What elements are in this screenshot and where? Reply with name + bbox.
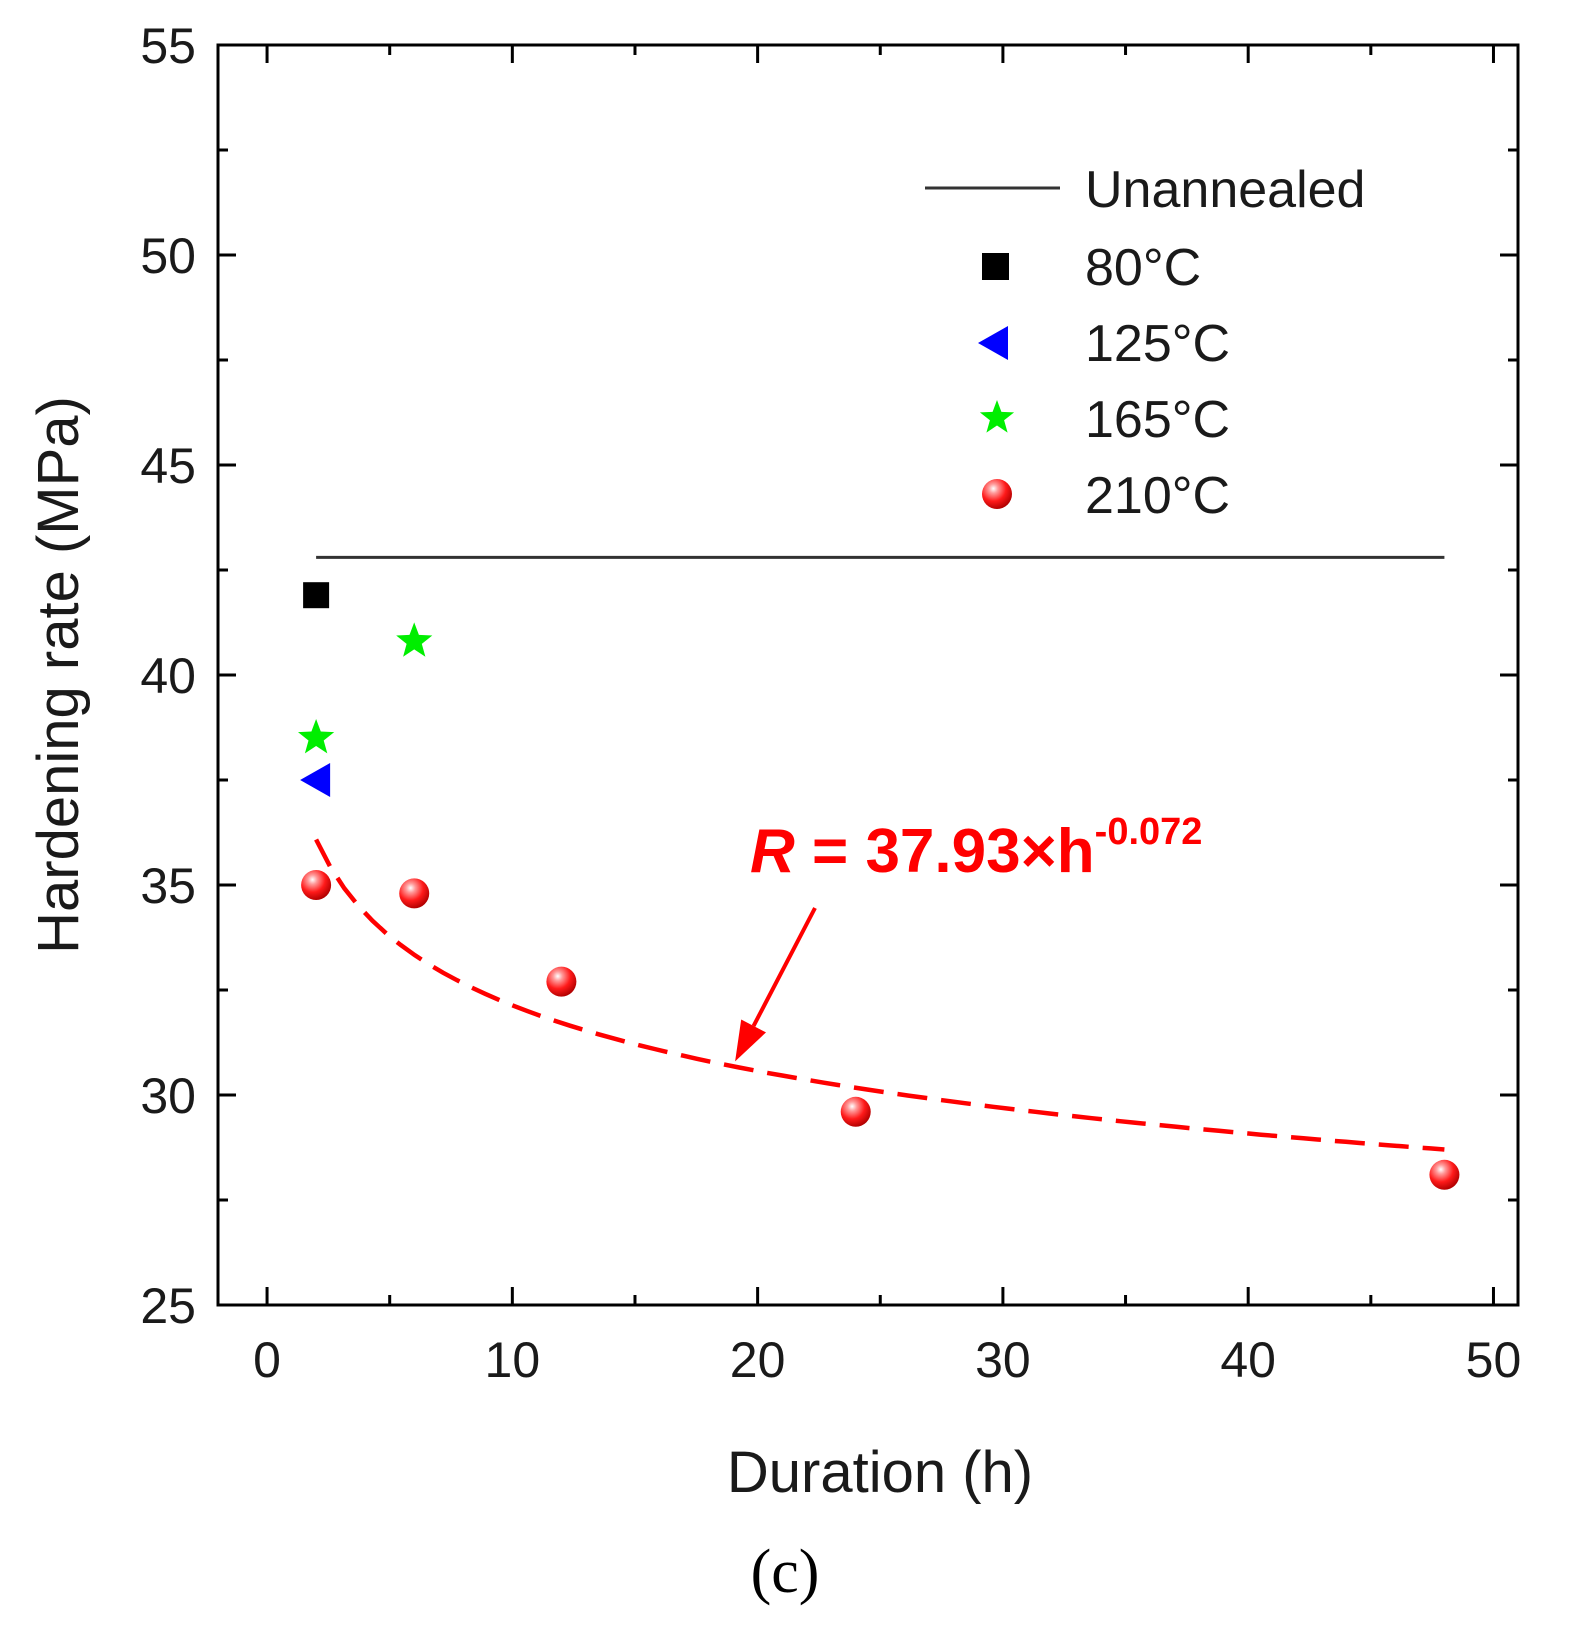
legend-marker-210c xyxy=(982,479,1012,509)
y-tick-label: 35 xyxy=(140,858,196,914)
marker-165c xyxy=(396,622,433,657)
y-axis-ticks xyxy=(218,43,1518,1307)
legend-marker-165c xyxy=(979,400,1015,433)
marker-125c xyxy=(300,763,331,797)
marker-210c xyxy=(301,870,332,900)
x-axis-title: Duration (h) xyxy=(727,1440,1033,1505)
legend-label-80c: 80°C xyxy=(1085,239,1201,297)
legend: Unannealed 80°C 125°C 165°C 210°C xyxy=(925,161,1365,525)
x-tick-label: 10 xyxy=(485,1332,541,1388)
x-tick-label: 0 xyxy=(253,1332,281,1388)
marker-210c xyxy=(546,966,577,997)
x-tick-label: 50 xyxy=(1466,1332,1522,1388)
x-tick-label: 20 xyxy=(730,1332,786,1388)
fit-equation-label: R = 37.93×h-0.072 xyxy=(750,811,1202,886)
legend-label-210c: 210°C xyxy=(1085,467,1230,525)
marker-210c xyxy=(840,1096,871,1127)
y-tick-label: 25 xyxy=(140,1278,196,1334)
fit-exponent: -0.072 xyxy=(1095,811,1203,853)
fit-r-symbol: R xyxy=(750,817,795,886)
legend-label-unannealed: Unannealed xyxy=(1085,161,1365,219)
legend-label-125c: 125°C xyxy=(1085,315,1230,373)
marker-210c xyxy=(399,878,430,909)
y-axis-title: Hardening rate (MPa) xyxy=(26,396,91,954)
y-tick-label: 50 xyxy=(140,228,196,284)
x-tick-labels: 0 10 20 30 40 50 xyxy=(253,1332,1521,1388)
x-tick-label: 30 xyxy=(975,1332,1031,1388)
marker-165c xyxy=(298,719,335,754)
panel-label: (c) xyxy=(751,1538,820,1606)
y-tick-label: 30 xyxy=(140,1068,196,1124)
marker-210c xyxy=(1429,1159,1460,1190)
legend-marker-80c xyxy=(982,253,1009,280)
y-tick-label: 40 xyxy=(140,648,196,704)
legend-marker-125c xyxy=(978,326,1008,360)
y-tick-label: 45 xyxy=(140,438,196,494)
fit-annotation: R = 37.93×h-0.072 xyxy=(735,811,1202,1062)
x-tick-label: 40 xyxy=(1220,1332,1276,1388)
data-markers xyxy=(298,582,1460,1190)
fit-arrow-shaft xyxy=(751,907,817,1027)
y-tick-label: 55 xyxy=(140,18,196,74)
marker-80c xyxy=(303,582,330,609)
fit-equation-body: = 37.93×h xyxy=(795,817,1095,886)
x-axis-ticks xyxy=(265,45,1495,1305)
power-law-fit-curve xyxy=(314,838,1445,1152)
y-tick-labels: 25 30 35 40 45 50 55 xyxy=(140,18,196,1334)
legend-label-165c: 165°C xyxy=(1085,391,1230,449)
fit-arrow-head xyxy=(735,1019,766,1062)
